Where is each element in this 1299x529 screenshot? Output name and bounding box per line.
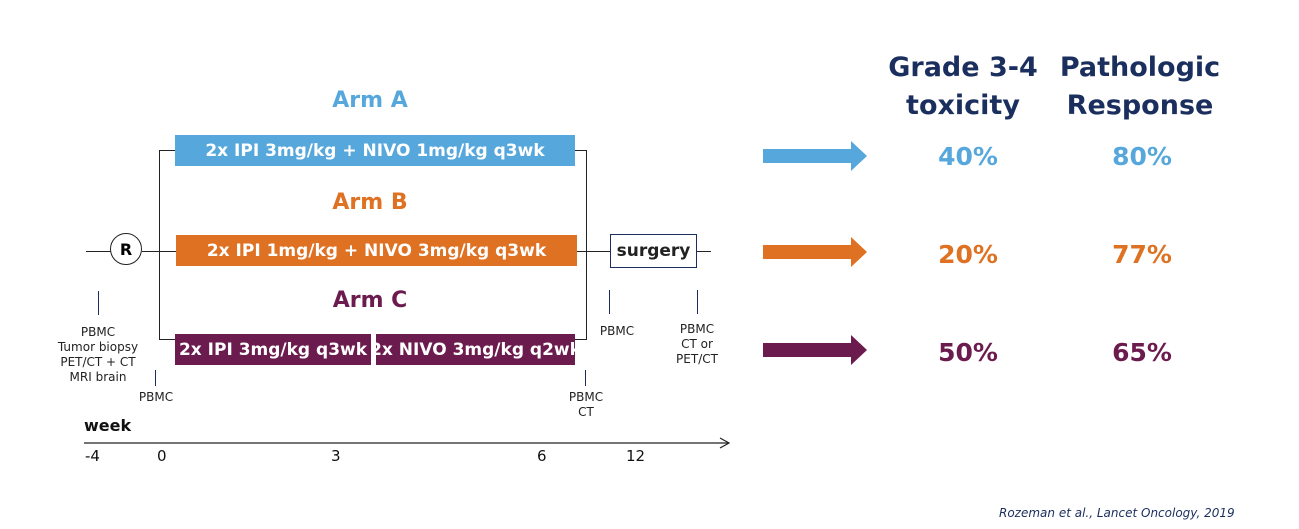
arm-b-response: 77% <box>1112 240 1172 269</box>
annotation-line: PBMC <box>679 322 715 336</box>
tick-label-12: 12 <box>626 447 646 465</box>
toxicity-header: Grade 3-4 toxicity <box>878 49 1048 125</box>
week0-tick <box>155 370 156 386</box>
annotation-line: CT <box>578 405 594 419</box>
annotation-line: PBMC <box>138 390 174 404</box>
arm-b-title: Arm B <box>332 190 408 215</box>
annotation-line: PBMC <box>568 390 604 404</box>
arm-c-toxicity: 50% <box>938 338 998 367</box>
arm-a-title: Arm A <box>332 88 408 113</box>
week6-tick <box>585 370 586 386</box>
arm-b-arrow-icon <box>763 237 867 267</box>
response-header-line1: Pathologic <box>1059 52 1221 83</box>
annotation-line: PET/CT <box>676 352 718 366</box>
response-header: Pathologic Response <box>1050 49 1230 125</box>
arm-c-title: Arm C <box>332 288 408 313</box>
left-bracket-vertical <box>159 150 160 340</box>
presurgery-tick <box>609 290 610 314</box>
citation: Rozeman et al., Lancet Oncology, 2019 <box>999 506 1235 520</box>
tick-label-minus4: -4 <box>85 447 100 465</box>
left-bracket-bottom <box>159 339 175 340</box>
presurgery-annotation: PBMC <box>592 324 642 339</box>
baseline-tick <box>98 291 99 315</box>
lead-line <box>86 251 112 252</box>
response-header-line2: Response <box>1066 90 1214 121</box>
annotation-line: PBMC <box>80 325 116 339</box>
arm-c-arrow-icon <box>763 335 867 365</box>
timeline-axis <box>84 437 731 449</box>
tick-label-6: 6 <box>537 447 547 465</box>
annotation-line: MRI brain <box>69 370 127 384</box>
toxicity-header-line1: Grade 3-4 <box>888 52 1038 83</box>
right-bracket-top <box>575 150 587 151</box>
postsurgery-annotation: PBMC CT or PET/CT <box>668 322 726 367</box>
arm-a-toxicity: 40% <box>938 142 998 171</box>
tick-label-3: 3 <box>331 447 341 465</box>
annotation-line: PBMC <box>599 324 635 338</box>
left-bracket-top <box>159 150 175 151</box>
annotation-line: PET/CT + CT <box>60 355 136 369</box>
arm-c-ipi-bar: 2x IPI 3mg/kg q3wk <box>175 334 371 365</box>
right-bracket-vertical <box>586 150 587 340</box>
arm-b-toxicity: 20% <box>938 240 998 269</box>
arm-c-nivo-bar: 2x NIVO 3mg/kg q2wk <box>370 334 581 365</box>
surgery-tail-line <box>697 251 711 252</box>
arm-a-arrow-icon <box>763 141 867 171</box>
tick-label-0: 0 <box>157 447 167 465</box>
timeline-label: week <box>84 416 132 435</box>
week0-annotation: PBMC <box>130 390 182 405</box>
arm-a-response: 80% <box>1112 142 1172 171</box>
b-to-surgery-line <box>577 251 610 252</box>
arm-a-bar: 2x IPI 3mg/kg + NIVO 1mg/kg q3wk <box>175 135 575 166</box>
annotation-line: CT or <box>681 337 713 351</box>
randomization-circle: R <box>110 233 142 265</box>
arm-b-bar: 2x IPI 1mg/kg + NIVO 3mg/kg q3wk <box>176 235 577 266</box>
toxicity-header-line2: toxicity <box>906 90 1020 121</box>
surgery-box: surgery <box>610 234 697 268</box>
annotation-line: Tumor biopsy <box>57 340 139 354</box>
baseline-annotation: PBMC Tumor biopsy PET/CT + CT MRI brain <box>48 325 148 385</box>
right-bracket-bottom <box>575 339 587 340</box>
postsurgery-tick <box>697 290 698 314</box>
week6-annotation: PBMC CT <box>559 390 613 420</box>
arm-c-response: 65% <box>1112 338 1172 367</box>
